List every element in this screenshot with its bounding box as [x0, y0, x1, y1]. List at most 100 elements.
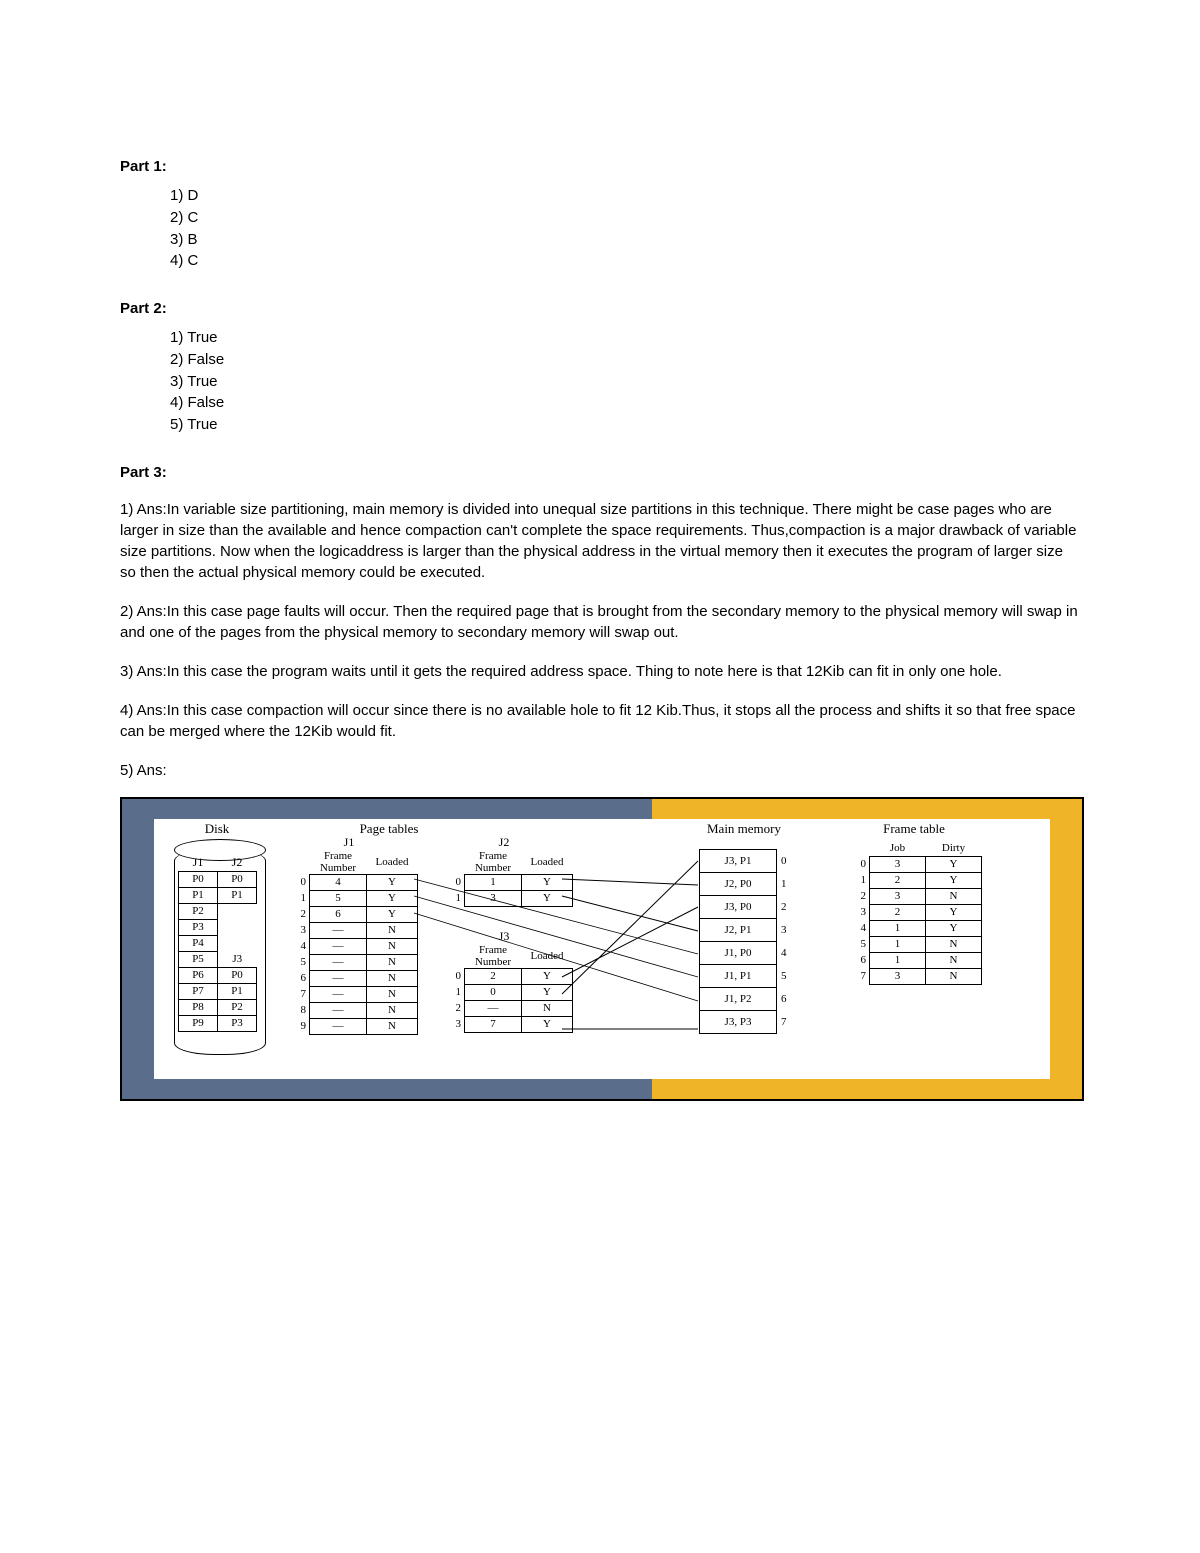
- disk-cell: P1: [218, 983, 257, 999]
- pt-cell: 0: [465, 984, 522, 1000]
- memory-diagram: Disk Page tables Main memory Frame table…: [120, 797, 1084, 1101]
- list-item: 5) True: [170, 414, 1080, 436]
- pt-cell: 1: [465, 874, 522, 890]
- pt-cell: N: [367, 922, 418, 938]
- heading-part2: Part 2:: [120, 300, 1080, 317]
- disk-cell: P4: [179, 935, 218, 951]
- pt-cell: N: [367, 938, 418, 954]
- pt-cell: —: [310, 1002, 367, 1018]
- disk-cell: [218, 903, 257, 919]
- ft-cell: Y: [926, 856, 982, 872]
- list-item: 1) True: [170, 327, 1080, 349]
- pt-cell: Y: [367, 874, 418, 890]
- disk-cell: P0: [218, 967, 257, 983]
- pt-cell: N: [367, 986, 418, 1002]
- mm-cell: J2, P1: [700, 918, 777, 941]
- part1-list: 1) D 2) C 3) B 4) C: [170, 185, 1080, 272]
- section-title-disk: Disk: [162, 821, 272, 837]
- pt-cell: N: [367, 1002, 418, 1018]
- section-title-frame-table: Frame table: [854, 821, 974, 837]
- ft-cell: Y: [926, 904, 982, 920]
- pt-cell: N: [522, 1000, 573, 1016]
- mm-cell: J3, P0: [700, 895, 777, 918]
- disk-cell: P3: [179, 919, 218, 935]
- disk-cell: P6: [179, 967, 218, 983]
- ft-cell: Y: [926, 872, 982, 888]
- disk-cell: P5: [179, 951, 218, 967]
- answer-3: 3) Ans:In this case the program waits un…: [120, 661, 1080, 682]
- pt-cell: Y: [522, 890, 573, 906]
- ft-header: Job: [870, 841, 926, 857]
- disk-cell: [218, 919, 257, 935]
- pt-cell: 6: [310, 906, 367, 922]
- ft-cell: 3: [870, 888, 926, 904]
- pt-cell: —: [310, 938, 367, 954]
- disk-cell: P3: [218, 1015, 257, 1031]
- ft-cell: Y: [926, 920, 982, 936]
- pt-cell: 4: [310, 874, 367, 890]
- pt-cell: N: [367, 970, 418, 986]
- page-table-j2-label: J2: [444, 835, 564, 850]
- page-table-j3-label: J3: [444, 929, 564, 944]
- main-memory-table: J3, P10 J2, P01 J3, P02 J2, P13 J1, P04 …: [699, 849, 799, 1034]
- pt-cell: —: [310, 970, 367, 986]
- disk-header-j3: J3: [218, 951, 257, 967]
- ft-cell: 2: [870, 904, 926, 920]
- list-item: 4) C: [170, 250, 1080, 272]
- answer-4: 4) Ans:In this case compaction will occu…: [120, 700, 1080, 742]
- mm-cell: J1, P1: [700, 964, 777, 987]
- mm-cell: J3, P3: [700, 1010, 777, 1033]
- mm-cell: J1, P0: [700, 941, 777, 964]
- pt-cell: 3: [465, 890, 522, 906]
- pt-cell: —: [465, 1000, 522, 1016]
- disk-cell: P7: [179, 983, 218, 999]
- pt-cell: Y: [367, 890, 418, 906]
- page-table-j1-label: J1: [289, 835, 409, 850]
- disk-table: J1 J2 P0P0 P1P1 P2 P3 P4 P5J3 P6P0 P7P1 …: [178, 855, 257, 1032]
- ft-cell: N: [926, 936, 982, 952]
- disk-cell: P2: [218, 999, 257, 1015]
- ft-cell: 3: [870, 968, 926, 984]
- page-table-j1: J1 FrameNumberLoaded 04Y 15Y 26Y 3—N 4—N…: [289, 835, 418, 1035]
- ft-cell: 1: [870, 920, 926, 936]
- disk-cell: P0: [179, 871, 218, 887]
- ft-header: Dirty: [926, 841, 982, 857]
- diagram-panel: Disk Page tables Main memory Frame table…: [154, 819, 1050, 1079]
- pt-cell: 7: [465, 1016, 522, 1032]
- section-title-main-memory: Main memory: [684, 821, 804, 837]
- list-item: 4) False: [170, 392, 1080, 414]
- disk-cell: P1: [179, 887, 218, 903]
- list-item: 2) False: [170, 349, 1080, 371]
- pt-cell: —: [310, 986, 367, 1002]
- pt-cell: —: [310, 1018, 367, 1034]
- pt-cell: Y: [522, 968, 573, 984]
- list-item: 3) True: [170, 371, 1080, 393]
- ft-cell: N: [926, 952, 982, 968]
- pt-cell: 2: [465, 968, 522, 984]
- answer-1: 1) Ans:In variable size partitioning, ma…: [120, 499, 1080, 583]
- ft-cell: 3: [870, 856, 926, 872]
- disk-header-j2: J2: [218, 855, 257, 872]
- heading-part3: Part 3:: [120, 464, 1080, 481]
- answer-2: 2) Ans:In this case page faults will occ…: [120, 601, 1080, 643]
- disk-cell: P2: [179, 903, 218, 919]
- mm-cell: J3, P1: [700, 849, 777, 872]
- frame-table: JobDirty 03Y 12Y 23N 32Y 41Y 51N 61N 73N: [849, 841, 982, 985]
- list-item: 3) B: [170, 229, 1080, 251]
- pt-cell: N: [367, 954, 418, 970]
- disk-cell: P0: [218, 871, 257, 887]
- heading-part1: Part 1:: [120, 158, 1080, 175]
- pt-cell: Y: [522, 1016, 573, 1032]
- page-table-j2: J2 FrameNumberLoaded 01Y 13Y: [444, 835, 573, 907]
- pt-cell: Y: [522, 984, 573, 1000]
- disk-cell: P8: [179, 999, 218, 1015]
- ft-cell: N: [926, 888, 982, 904]
- pt-cell: 5: [310, 890, 367, 906]
- part2-list: 1) True 2) False 3) True 4) False 5) Tru…: [170, 327, 1080, 436]
- disk-cell: P9: [179, 1015, 218, 1031]
- answer-5: 5) Ans:: [120, 760, 1080, 781]
- page-table-j3: J3 FrameNumberLoaded 02Y 10Y 2—N 37Y: [444, 929, 573, 1033]
- pt-cell: Y: [522, 874, 573, 890]
- ft-cell: N: [926, 968, 982, 984]
- list-item: 2) C: [170, 207, 1080, 229]
